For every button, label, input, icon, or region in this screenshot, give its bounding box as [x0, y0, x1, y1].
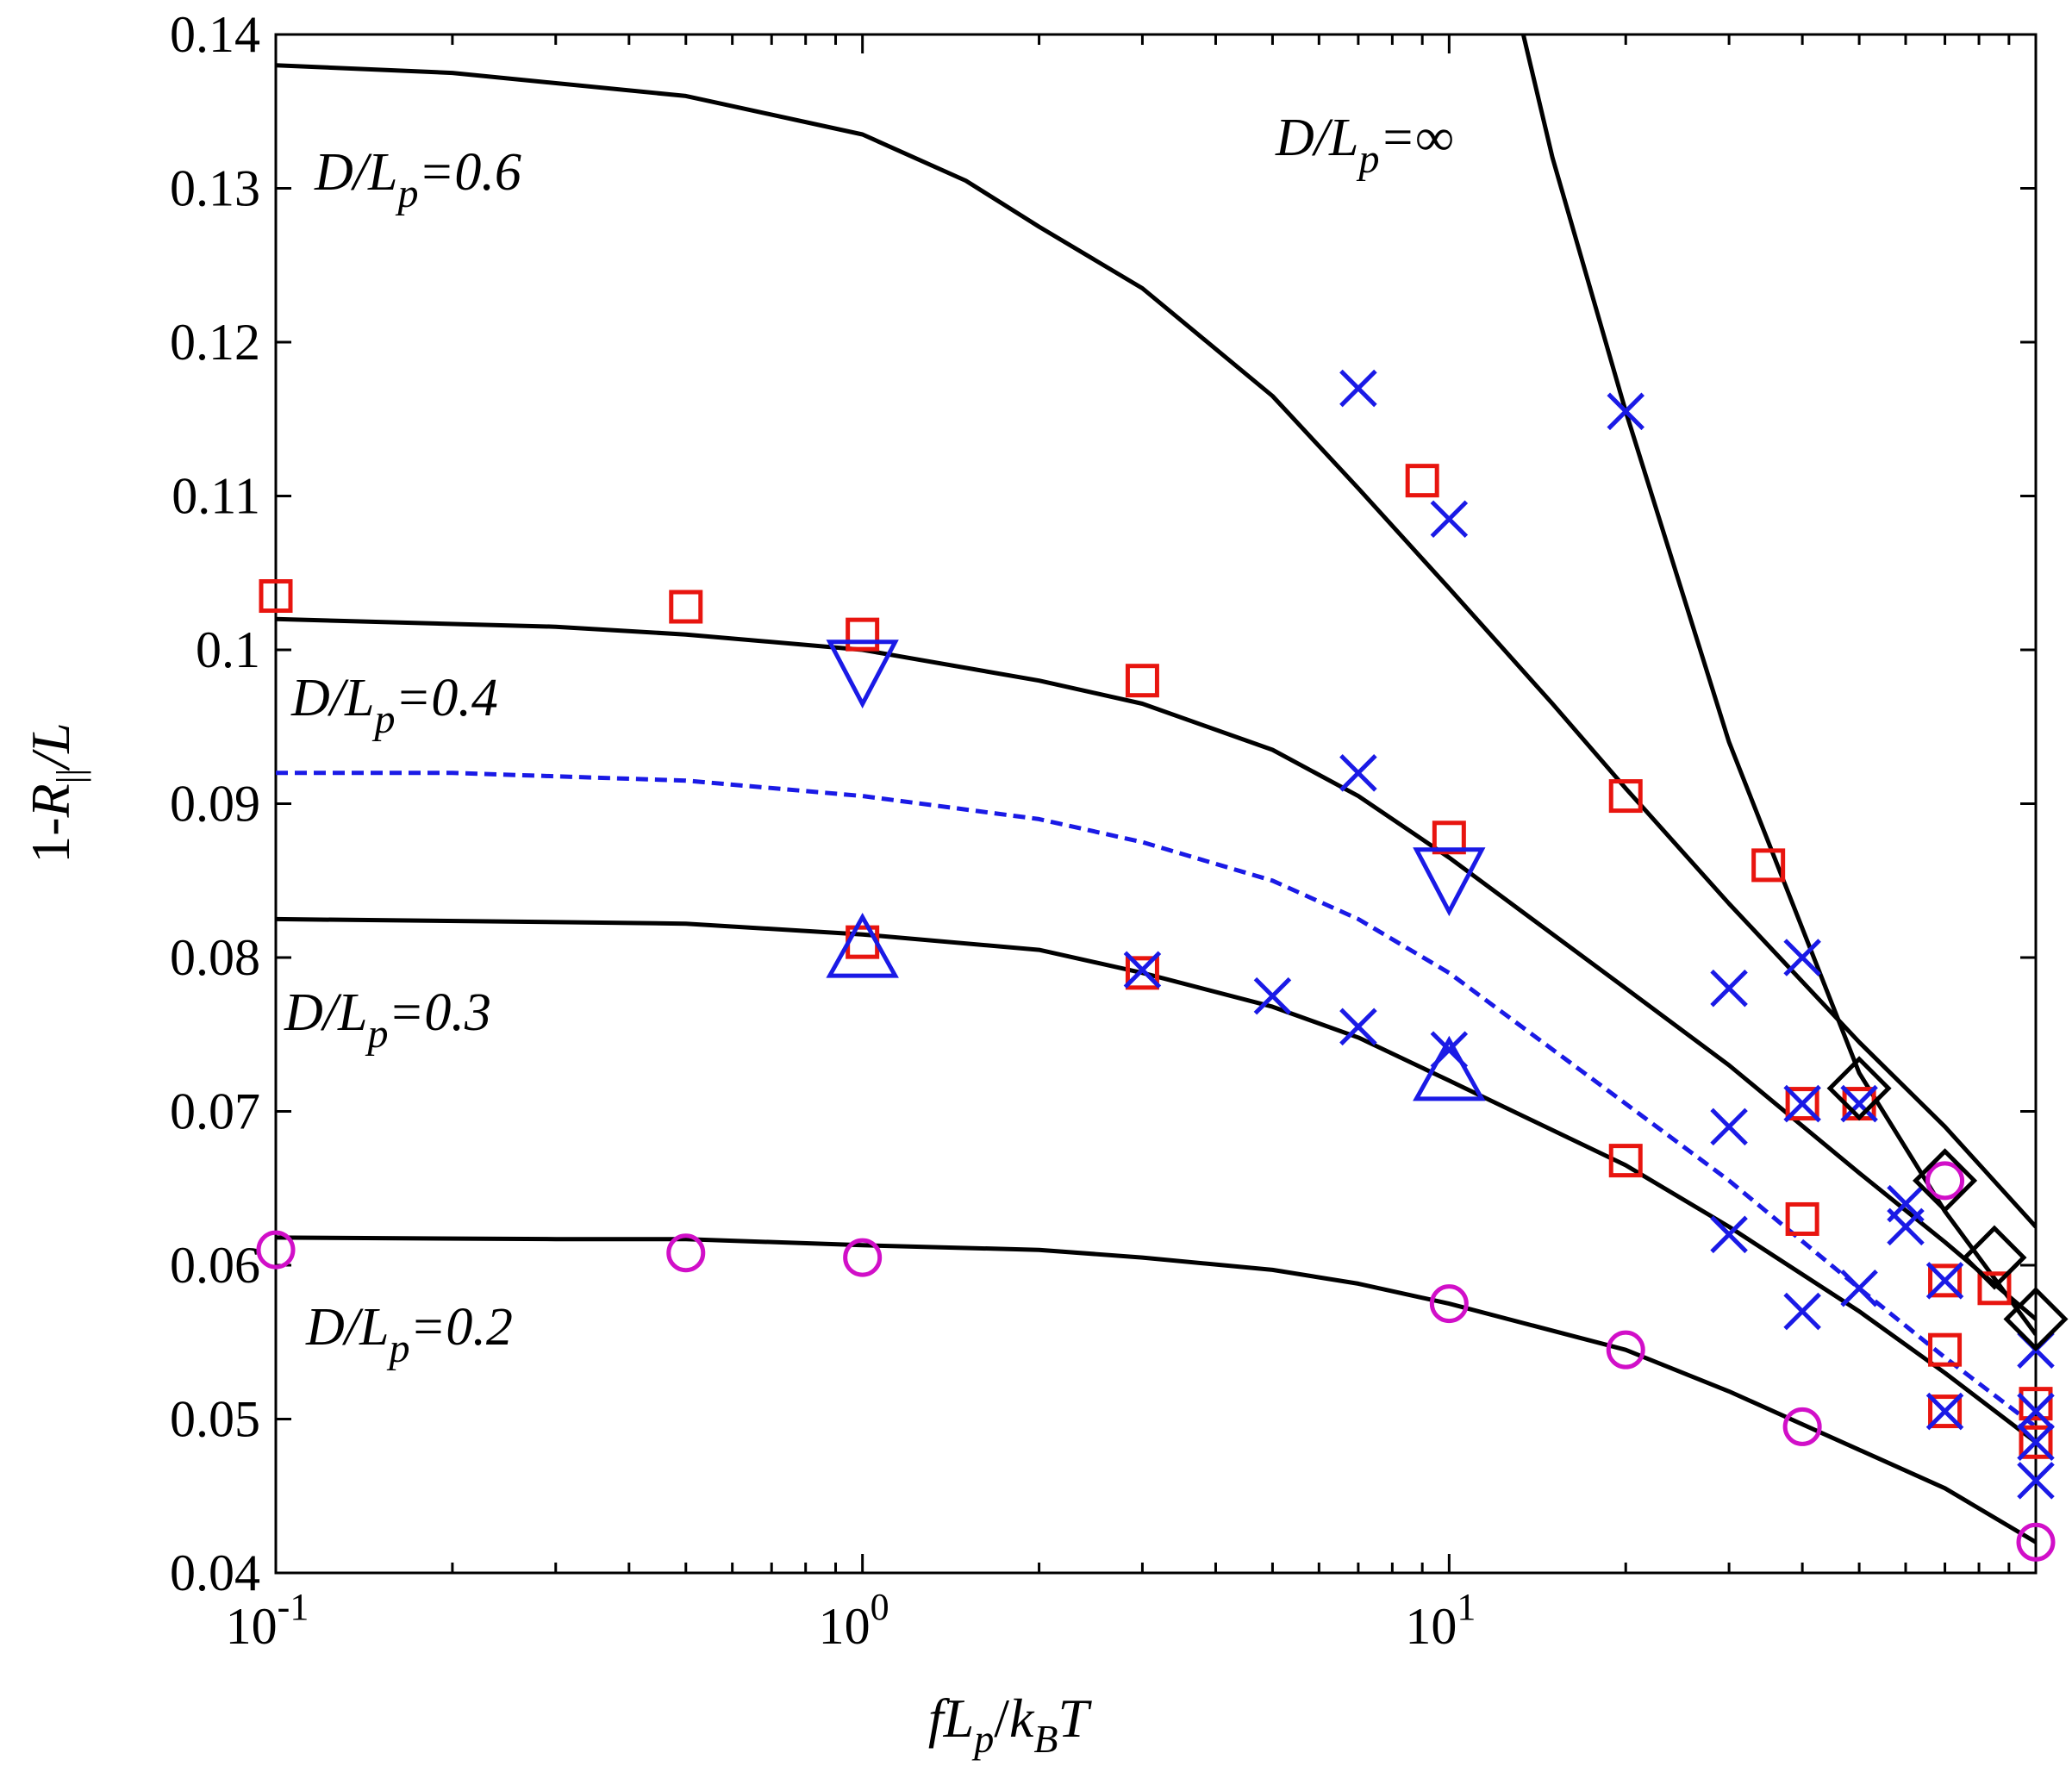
x-tick-label: 100 — [819, 1586, 889, 1655]
y-tick-labels: 0.04 0.05 0.06 0.07 0.08 0.09 0.1 0.11 0.12 0.13 0… — [170, 6, 260, 1601]
marker-blue-triangles-down — [1413, 847, 1486, 917]
marker-blue-crosses — [2017, 1423, 2055, 1462]
marker-red-squares — [1125, 664, 1159, 698]
marker-blue-triangles-up — [1413, 1035, 1486, 1101]
marker-red-squares — [1928, 1263, 1963, 1298]
marker-blue-crosses — [2017, 1392, 2055, 1431]
marker-blue-crosses — [1607, 392, 1644, 431]
y-tick-label: 0.05 — [170, 1391, 260, 1448]
marker-magenta-circles — [843, 1238, 883, 1277]
curve-d-lp-0.2 — [276, 1235, 2036, 1544]
marker-red-squares — [2019, 1387, 2053, 1421]
marker-red-squares-2 — [1125, 956, 1159, 990]
marker-magenta-circles — [1429, 1284, 1469, 1324]
curve-d-lp-0.6 — [276, 63, 2036, 1229]
curve-d-lp-0.4 — [276, 616, 2036, 1321]
label-d-lp-0.6: D/Lp=0.6 — [314, 143, 521, 216]
marker-black-diamonds — [1826, 1056, 1892, 1121]
marker-red-squares — [259, 579, 293, 614]
marker-blue-crosses — [1710, 1108, 1748, 1146]
y-tick-label: 0.14 — [170, 6, 260, 63]
y-tick-label: 0.08 — [170, 929, 260, 986]
label-d-lp-0.3: D/Lp=0.3 — [284, 983, 491, 1057]
x-tick-labels: 10-1 100 101 — [226, 1586, 1476, 1655]
y-tick-label: 0.11 — [172, 468, 260, 525]
marker-red-squares — [1785, 1087, 1819, 1121]
x-tick-label: 101 — [1405, 1586, 1476, 1655]
axis-ticks — [274, 33, 2036, 1575]
marker-red-squares — [1405, 464, 1439, 498]
label-d-lp-0.2: D/Lp=0.2 — [305, 1298, 513, 1371]
curve-d-lp-inf — [1520, 34, 2036, 1336]
marker-magenta-circles — [1782, 1407, 1822, 1446]
y-axis-label: 1-R||/L — [20, 722, 91, 863]
marker-red-squares — [2019, 1425, 2053, 1459]
marker-red-squares — [1608, 779, 1643, 814]
x-tick-label: 10-1 — [226, 1586, 309, 1655]
curves — [276, 34, 2036, 1544]
marker-red-squares — [1432, 820, 1466, 855]
marker-blue-crosses — [1710, 969, 1748, 1008]
marker-red-squares — [1928, 1332, 1963, 1367]
marker-blue-crosses — [1783, 1084, 1821, 1123]
marker-red-squares — [1785, 1201, 1819, 1236]
marker-red-squares — [1751, 848, 1786, 883]
marker-blue-crosses — [1887, 1207, 1925, 1246]
marker-red-squares — [669, 590, 703, 624]
label-d-lp-0.4: D/Lp=0.4 — [290, 669, 498, 742]
x-axis-label: fLp/kBT — [928, 1688, 1093, 1761]
curve-dashed — [276, 771, 2036, 1429]
y-tick-label: 0.09 — [170, 776, 260, 833]
marker-blue-crosses — [1710, 1215, 1748, 1254]
marker-blue-crosses — [1783, 939, 1821, 976]
marker-black-diamonds — [1962, 1225, 2027, 1290]
marker-red-squares-2 — [1608, 1144, 1643, 1178]
marker-magenta-circles — [1925, 1161, 1965, 1201]
marker-blue-crosses — [2017, 1462, 2055, 1500]
marker-blue-crosses — [1339, 369, 1377, 408]
marker-magenta-circles — [666, 1233, 706, 1273]
marker-blue-crosses — [1123, 951, 1162, 989]
y-tick-label: 0.13 — [170, 160, 260, 217]
marker-blue-crosses — [1783, 1292, 1821, 1331]
marker-magenta-circles — [256, 1230, 296, 1270]
marker-blue-crosses — [1430, 500, 1469, 539]
plot-frame — [274, 33, 2038, 1575]
curve-d-lp-0.3 — [276, 916, 2036, 1444]
marker-blue-crosses — [1253, 976, 1292, 1015]
marker-black-diamonds — [1913, 1148, 1978, 1214]
marker-blue-crosses — [1840, 1270, 1878, 1307]
marker-blue-triangles-up — [826, 912, 899, 978]
marker-blue-triangles-down — [826, 640, 899, 709]
marker-red-squares — [1928, 1395, 1963, 1429]
marker-blue-crosses — [1840, 1084, 1878, 1123]
marker-magenta-circles — [2016, 1522, 2056, 1562]
marker-blue-crosses — [1339, 1008, 1377, 1046]
marker-red-squares — [1977, 1271, 2012, 1306]
y-tick-label: 0.1 — [196, 621, 260, 678]
y-tick-label: 0.06 — [170, 1237, 260, 1294]
marker-blue-crosses — [1925, 1392, 1964, 1431]
marker-magenta-circles — [1606, 1330, 1645, 1370]
marker-red-squares — [846, 617, 880, 652]
marker-blue-crosses — [1925, 1262, 1964, 1300]
y-tick-label: 0.12 — [170, 314, 260, 371]
y-tick-label: 0.07 — [170, 1083, 260, 1140]
y-tick-label: 0.04 — [170, 1544, 260, 1601]
marker-blue-crosses — [1339, 754, 1377, 792]
markers — [256, 369, 2069, 1562]
label-d-lp-inf: D/Lp=∞ — [1275, 109, 1454, 182]
marker-black-diamonds — [2003, 1286, 2069, 1352]
